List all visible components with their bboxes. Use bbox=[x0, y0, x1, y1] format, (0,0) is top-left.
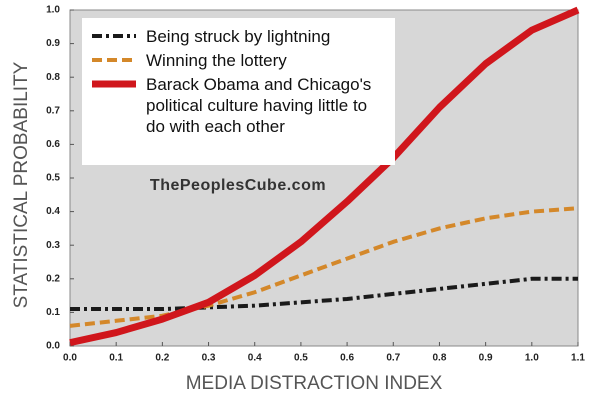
y-tick-label: 0.4 bbox=[46, 206, 60, 217]
x-tick-label: 0.1 bbox=[109, 353, 123, 364]
x-tick-label: 1.1 bbox=[571, 353, 585, 364]
x-tick-label: 0.8 bbox=[433, 353, 447, 364]
x-tick-label: 1.0 bbox=[525, 353, 539, 364]
legend-item: Winning the lottery bbox=[90, 50, 387, 71]
y-tick-label: 1.0 bbox=[46, 5, 60, 16]
y-tick-label: 0.2 bbox=[46, 273, 60, 284]
x-tick-label: 0.3 bbox=[202, 353, 216, 364]
legend-swatch bbox=[92, 58, 136, 62]
y-tick-label: 0.5 bbox=[46, 173, 60, 184]
legend-item: Barack Obama and Chicago's political cul… bbox=[90, 74, 387, 137]
x-tick-label: 0.5 bbox=[294, 353, 308, 364]
y-tick-label: 0.8 bbox=[46, 72, 60, 83]
legend-item: Being struck by lightning bbox=[90, 26, 387, 47]
legend: Being struck by lightning Winning the lot… bbox=[82, 18, 395, 165]
y-tick-label: 0.7 bbox=[46, 105, 60, 116]
x-tick-label: 0.4 bbox=[248, 353, 262, 364]
x-tick-label: 0.0 bbox=[63, 353, 77, 364]
y-tick-label: 0.3 bbox=[46, 240, 60, 251]
y-tick-label: 0.0 bbox=[46, 341, 60, 352]
y-tick-label: 0.6 bbox=[46, 139, 60, 150]
y-axis-label: STATISTICAL PROBABILITY bbox=[11, 61, 32, 308]
y-tick-label: 0.1 bbox=[46, 307, 60, 318]
series-line bbox=[69, 6, 580, 347]
legend-label: Barack Obama and Chicago's political cul… bbox=[146, 75, 372, 136]
x-tick-label: 0.7 bbox=[386, 353, 400, 364]
series-line bbox=[69, 206, 579, 328]
legend-label: Being struck by lightning bbox=[146, 27, 331, 46]
x-tick-label: 0.2 bbox=[155, 353, 169, 364]
x-tick-label: 0.6 bbox=[340, 353, 354, 364]
legend-swatch bbox=[92, 34, 136, 38]
y-tick-label: 0.9 bbox=[46, 38, 60, 49]
x-tick-label: 0.9 bbox=[479, 353, 493, 364]
watermark: ThePeoplesCube.com bbox=[150, 177, 326, 194]
legend-label: Winning the lottery bbox=[146, 51, 287, 70]
x-axis-label: MEDIA DISTRACTION INDEX bbox=[186, 373, 443, 394]
legend-swatch bbox=[92, 80, 136, 88]
series-line bbox=[70, 276, 578, 312]
